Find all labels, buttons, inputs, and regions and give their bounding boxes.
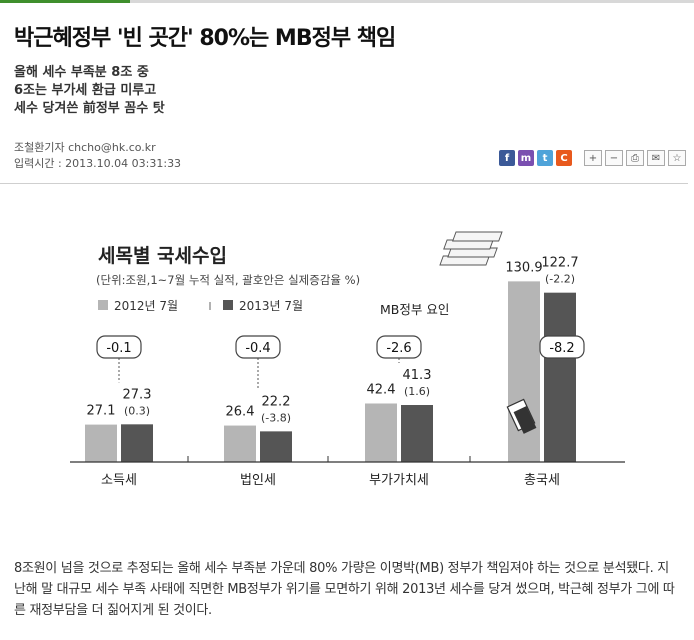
- value-label-2012: 26.4: [226, 405, 255, 420]
- chart-title: 세목별 국세수입: [98, 245, 227, 267]
- article-meta: 조철환기자 chcho@hk.co.kr 입력시간 : 2013.10.04 0…: [14, 140, 181, 172]
- value-label-2013: 27.3: [123, 387, 152, 402]
- mb-annotation: MB정부 요인: [380, 302, 449, 317]
- chart-subtitle: (단위:조원,1~7월 누적 실적, 괄호안은 실제증감율 %): [96, 273, 360, 287]
- difference-callout-box: [96, 335, 142, 359]
- bar-2013: [121, 424, 153, 462]
- scrap-icon[interactable]: ☆: [668, 150, 686, 166]
- money-stack-icon: [452, 231, 503, 242]
- growth-label: (1.6): [404, 385, 430, 398]
- difference-label: -0.4: [245, 341, 270, 356]
- difference-label: -0.1: [106, 341, 131, 356]
- legend-label: 2013년 7월: [239, 299, 303, 313]
- category-label: 법인세: [240, 473, 276, 488]
- byline: 조철환기자 chcho@hk.co.kr: [14, 141, 156, 154]
- twitter-icon[interactable]: t: [537, 150, 553, 166]
- value-label-2013: 22.2: [262, 394, 291, 409]
- bar-2013: [544, 292, 576, 462]
- legend-swatch: [98, 300, 108, 310]
- bar-2012: [365, 403, 397, 462]
- growth-label: (0.3): [124, 404, 150, 417]
- value-label-2012: 42.4: [367, 382, 396, 397]
- subhead-line: 세수 당겨쓴 前정부 꼼수 탓: [14, 101, 165, 116]
- top-border: [0, 0, 694, 3]
- value-label-2013: 41.3: [403, 368, 432, 383]
- font-increase-icon[interactable]: +: [584, 150, 602, 166]
- value-label-2013: 122.7: [541, 256, 578, 271]
- print-icon[interactable]: ⎙: [626, 150, 644, 166]
- tax-revenue-chart: 세목별 국세수입 (단위:조원,1~7월 누적 실적, 괄호안은 실제증감율 %)…: [60, 210, 640, 510]
- category-label: 총국세: [524, 473, 560, 488]
- difference-label: -8.2: [549, 341, 574, 356]
- email-icon[interactable]: ✉: [647, 150, 665, 166]
- legend-label: 2012년 7월: [114, 299, 178, 313]
- article-headline: 박근혜정부 '빈 곳간' 80%는 MB정부 책임: [14, 26, 396, 51]
- difference-label: -2.6: [386, 341, 411, 356]
- value-label-2012: 27.1: [87, 404, 116, 419]
- share-spacer: [575, 150, 581, 166]
- difference-callout-box: [539, 335, 585, 359]
- bar-2012: [224, 425, 256, 462]
- me2day-icon[interactable]: m: [518, 150, 534, 166]
- font-decrease-icon[interactable]: −: [605, 150, 623, 166]
- growth-label: (-3.8): [261, 411, 291, 424]
- bar-2013: [260, 431, 292, 462]
- top-border-accent: [0, 0, 130, 3]
- legend-swatch: [223, 300, 233, 310]
- article-subheads: 올해 세수 부족분 8조 중 6조는 부가세 환급 미루고 세수 당겨쓴 前정부…: [14, 64, 165, 118]
- book-icon-cover: [513, 406, 537, 434]
- category-label: 부가가치세: [369, 473, 429, 488]
- article-body: 8조원이 넘을 것으로 추정되는 올해 세수 부족분 가운데 80% 가량은 이…: [14, 561, 675, 618]
- section-divider: [0, 183, 688, 184]
- bar-2013: [401, 405, 433, 462]
- share-toolbar: f m t C + − ⎙ ✉ ☆: [499, 150, 686, 166]
- value-label-2012: 130.9: [505, 260, 542, 275]
- difference-callout-box: [235, 335, 281, 359]
- facebook-icon[interactable]: f: [499, 150, 515, 166]
- timestamp: 입력시간 : 2013.10.04 03:31:33: [14, 157, 182, 170]
- subhead-line: 올해 세수 부족분 8조 중: [14, 65, 149, 80]
- cyworld-icon[interactable]: C: [556, 150, 572, 166]
- subhead-line: 6조는 부가세 환급 미루고: [14, 83, 157, 98]
- growth-label: (-2.2): [545, 273, 575, 286]
- bar-2012: [508, 281, 540, 462]
- category-label: 소득세: [101, 473, 137, 488]
- chart-svg: 세목별 국세수입 (단위:조원,1~7월 누적 실적, 괄호안은 실제증감율 %)…: [70, 231, 625, 488]
- bar-2012: [85, 424, 117, 462]
- difference-callout-box: [376, 335, 422, 359]
